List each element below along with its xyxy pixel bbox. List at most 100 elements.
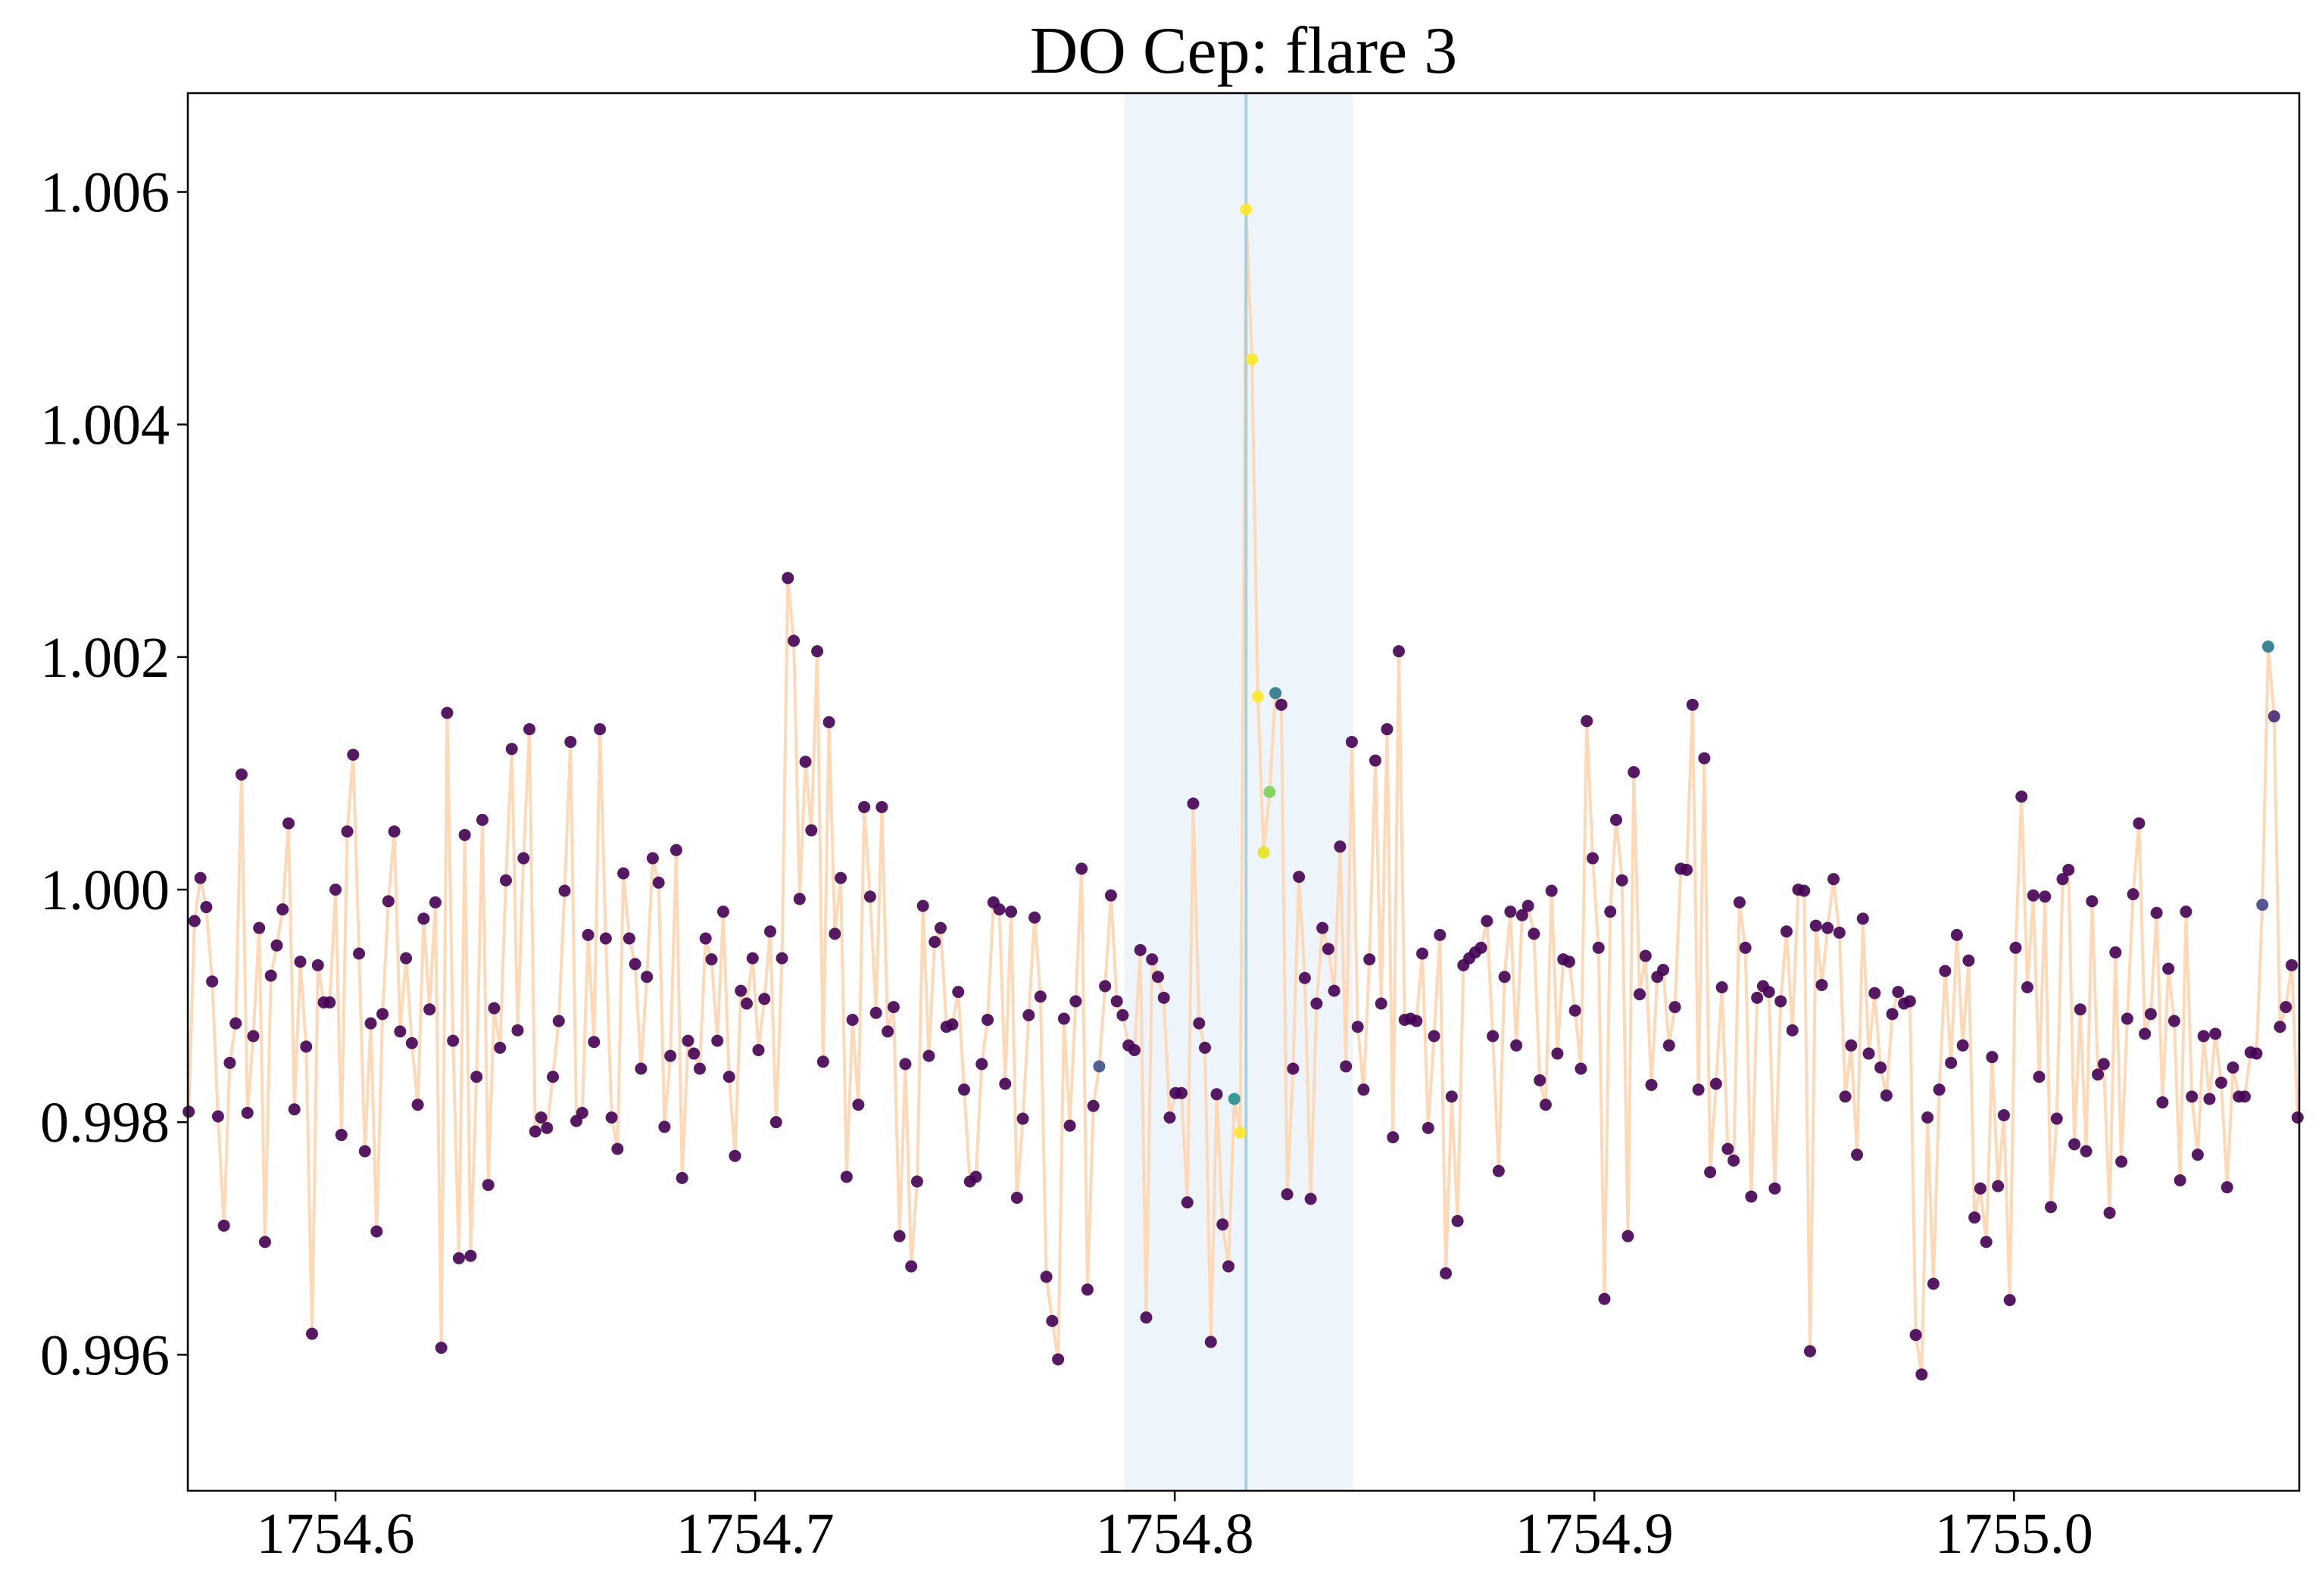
data-point (993, 903, 1006, 916)
data-point (1528, 927, 1540, 940)
plot-frame (186, 92, 2301, 1492)
data-point (1992, 1180, 2005, 1192)
data-point (2103, 1206, 2116, 1219)
data-point (1181, 1196, 1194, 1209)
data-point (1422, 1121, 1434, 1134)
data-point (1028, 911, 1041, 924)
data-point (1545, 884, 1558, 897)
data-point (1440, 1267, 1453, 1280)
data-point (635, 1062, 648, 1075)
data-point (699, 932, 712, 945)
data-point (1005, 906, 1018, 918)
data-point (1892, 986, 1905, 999)
data-point (1128, 1043, 1141, 1056)
data-point (429, 896, 442, 909)
data-point (1851, 1149, 1864, 1161)
data-point (1228, 1093, 1241, 1105)
data-point (211, 1110, 224, 1123)
data-point (882, 1025, 894, 1038)
data-point (558, 884, 571, 897)
data-point (1692, 1083, 1705, 1096)
data-point (494, 1041, 507, 1054)
data-point (735, 984, 747, 997)
data-point (1939, 965, 1952, 977)
data-point (1915, 1368, 1928, 1381)
data-point (529, 1125, 541, 1138)
data-point (1269, 687, 1282, 700)
data-point (1234, 1126, 1247, 1139)
data-point (852, 1099, 865, 1111)
data-point (1204, 1336, 1217, 1348)
data-point (2180, 906, 2192, 918)
data-point (353, 947, 366, 960)
y-tick-label: 1.004 (40, 394, 170, 457)
data-point (1498, 971, 1511, 983)
data-point (1962, 954, 1975, 967)
data-point (2115, 1155, 2128, 1168)
data-point (1163, 1111, 1176, 1124)
data-point (611, 1142, 624, 1155)
data-point (1428, 1030, 1440, 1043)
data-point (1387, 1131, 1400, 1144)
data-point (1821, 921, 1834, 934)
data-point (623, 932, 635, 945)
x-tick-label: 1754.6 (257, 1502, 415, 1566)
data-point (1099, 980, 1112, 993)
data-point (1950, 928, 1963, 941)
data-point (576, 1106, 588, 1119)
x-tick-label: 1754.9 (1515, 1502, 1674, 1566)
data-point (1381, 723, 1394, 736)
data-point (893, 1230, 906, 1242)
data-point (1762, 986, 1775, 999)
data-point (2197, 1030, 2210, 1043)
data-point (1193, 1017, 1206, 1030)
data-point (423, 1003, 436, 1016)
data-point (1662, 1039, 1675, 1052)
data-point (2250, 1047, 2263, 1060)
data-point (793, 893, 806, 906)
data-point (1610, 813, 1622, 826)
data-point (652, 876, 665, 889)
data-point (223, 1056, 236, 1069)
data-point (1980, 1236, 1993, 1248)
data-point (811, 645, 824, 658)
data-point (2256, 898, 2269, 911)
y-tick-label: 0.996 (40, 1323, 170, 1387)
data-point (311, 959, 324, 971)
data-point (1581, 715, 1593, 728)
data-point (1063, 1119, 1076, 1132)
data-point (658, 1121, 671, 1133)
data-point (1739, 941, 1752, 954)
data-point (1157, 991, 1170, 1004)
data-point (200, 901, 213, 914)
data-point (258, 1236, 271, 1248)
data-point (723, 1071, 735, 1083)
data-point (1874, 1061, 1887, 1074)
data-point (400, 952, 413, 965)
data-point (1022, 1008, 1035, 1021)
data-point (1845, 1039, 1858, 1052)
data-point (1798, 884, 1811, 897)
data-point (206, 975, 219, 988)
data-point (1733, 896, 1746, 909)
data-point (2056, 873, 2069, 886)
data-point (2121, 1012, 2133, 1025)
data-point (916, 899, 929, 912)
data-point (1240, 203, 1253, 216)
data-point (1151, 971, 1164, 983)
data-point (1868, 987, 1881, 999)
data-point (617, 867, 630, 880)
flare-span (1124, 93, 1353, 1491)
data-point (805, 824, 818, 837)
data-point (1363, 953, 1376, 966)
data-point (769, 1116, 782, 1129)
data-point (729, 1149, 741, 1162)
data-point (2127, 888, 2139, 901)
data-point (858, 800, 871, 813)
data-point (1833, 926, 1846, 939)
data-point (1393, 645, 1405, 658)
data-point (2214, 1076, 2227, 1089)
data-point (1246, 353, 1259, 366)
data-point (758, 993, 771, 1005)
